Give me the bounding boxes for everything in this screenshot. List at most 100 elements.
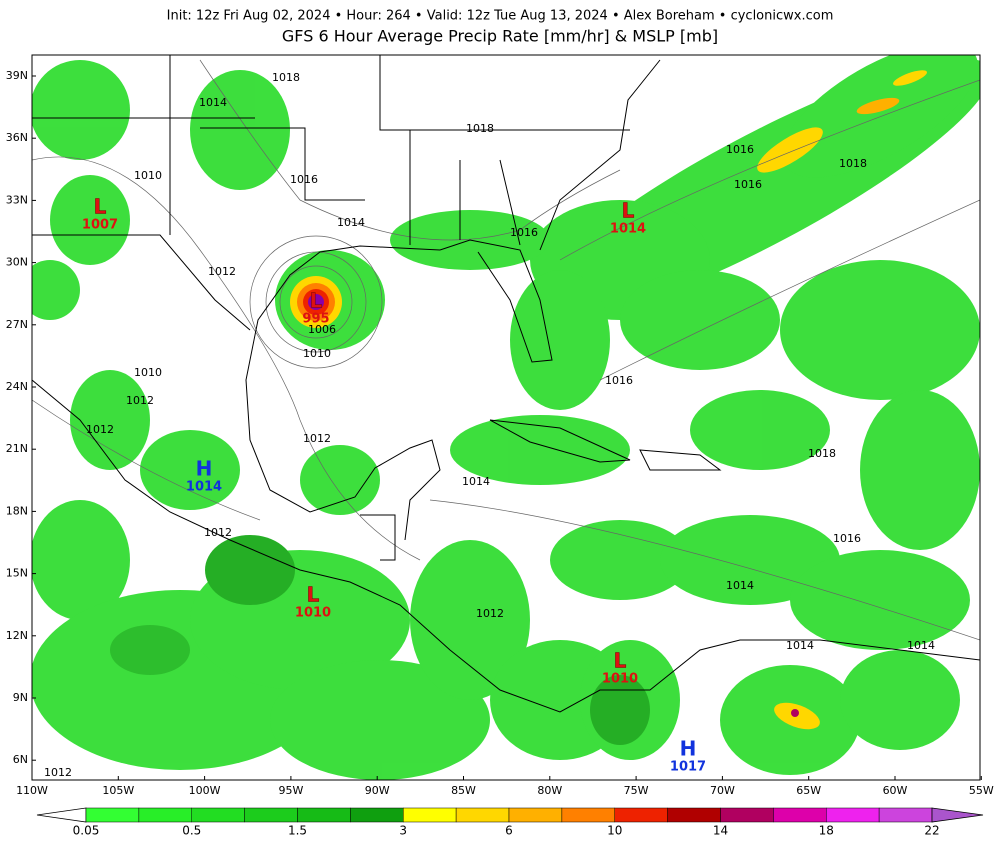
system-letter: L [310,289,323,313]
isobar-label: 1018 [272,71,300,84]
colorbar-label: 0.05 [73,824,100,838]
colorbar-segment [85,807,140,823]
isobar-label: 1016 [734,178,762,191]
colorbar-label: 14 [713,824,728,838]
colorbar-segment [191,807,245,823]
map-frame [31,54,981,781]
isobar-label: 1010 [134,169,162,182]
isobar-label: 1006 [308,323,336,336]
colorbar-segment [508,807,563,823]
isobar-label: 1012 [126,394,154,407]
system-letter: H [196,457,213,481]
system-letter: L [307,583,320,607]
isobar-label: 1016 [605,374,633,387]
colorbar-over [931,807,984,823]
system-letter: L [94,195,107,219]
isobar-label: 1012 [86,423,114,436]
precip-areas [32,55,980,780]
system-pressure: 1010 [602,672,638,687]
colorbar-segment [138,807,192,823]
lat-label: 21N [6,442,28,455]
isobar-label: 1014 [907,639,935,652]
isobar-label: 1012 [208,265,236,278]
lon-label: 95W [278,784,303,797]
colorbar-segment [773,807,827,823]
isobar-label: 1018 [808,447,836,460]
lon-label: 60W [883,784,908,797]
colorbar-label: 6 [505,824,513,838]
isobars [32,59,980,641]
lat-label: 15N [6,567,28,580]
lon-label: 100W [189,784,221,797]
system-pressure: 995 [302,312,329,327]
lat-label: 30N [6,256,28,269]
heavy-precip [290,70,928,730]
isobar-label: 1014 [462,475,490,488]
lat-label: 39N [6,69,28,82]
header-info: Init: 12z Fri Aug 02, 2024 • Hour: 264 •… [167,9,834,24]
lon-label: 70W [710,784,735,797]
colorbar-segment [244,807,298,823]
system-letter: L [614,649,627,673]
lat-label: 36N [6,131,28,144]
isobar-label: 1012 [204,526,232,539]
lon-label: 110W [16,784,48,797]
isobar-label: 1014 [786,639,814,652]
header-title: GFS 6 Hour Average Precip Rate [mm/hr] &… [282,27,718,46]
system-pressure: 1017 [670,760,706,775]
lat-label: 9N [13,691,28,704]
colorbar-segment [403,807,457,823]
colorbar-label: 0.5 [182,824,201,838]
colorbar-label: 1.5 [288,824,307,838]
colorbar-segment [561,807,615,823]
isobar-label: 1010 [303,347,331,360]
map-area [32,55,980,780]
coastlines [32,55,980,713]
colorbar-label: 3 [399,824,407,838]
system-letter: H [680,737,697,761]
system-pressure: 1014 [610,222,646,237]
lon-label: 65W [796,784,821,797]
colorbar-label: 18 [819,824,834,838]
lon-label: 80W [537,784,562,797]
lat-label: 33N [6,193,28,206]
system-pressure: 1010 [295,606,331,621]
lat-label: 6N [13,753,28,766]
isobar-label: 1012 [476,607,504,620]
system-letter: L [622,199,635,223]
system-pressure: 1014 [186,480,222,495]
colorbar-segment [297,807,351,823]
isobar-label: 1012 [303,432,331,445]
isobar-label: 1016 [726,143,754,156]
lon-label: 55W [969,784,994,797]
isobar-label: 1016 [290,173,318,186]
isobar-label: 1018 [839,157,867,170]
lon-label: 85W [451,784,476,797]
colorbar-under [36,807,87,823]
lat-label: 18N [6,504,28,517]
colorbar-segment [614,807,668,823]
isobar-label: 1016 [510,226,538,239]
colorbar-label: 22 [924,824,939,838]
isobar-label: 1016 [833,532,861,545]
colorbar-segment [826,807,880,823]
lon-label: 75W [624,784,649,797]
colorbar-segment [878,807,933,823]
colorbar-segment [667,807,721,823]
lat-label: 24N [6,380,28,393]
isobar-label: 1018 [466,122,494,135]
lon-label: 105W [102,784,134,797]
system-pressure: 1007 [82,218,118,233]
lon-label: 90W [365,784,390,797]
colorbar-segment [720,807,774,823]
isobar-label: 1014 [337,216,365,229]
isobar-label: 1010 [134,366,162,379]
lat-label: 27N [6,318,28,331]
colorbar-label: 10 [607,824,622,838]
isobar-label: 1014 [726,579,754,592]
isobar-label: 1012 [44,766,72,779]
colorbar-segment [350,807,404,823]
isobar-label: 1014 [199,96,227,109]
colorbar-segment [455,807,510,823]
